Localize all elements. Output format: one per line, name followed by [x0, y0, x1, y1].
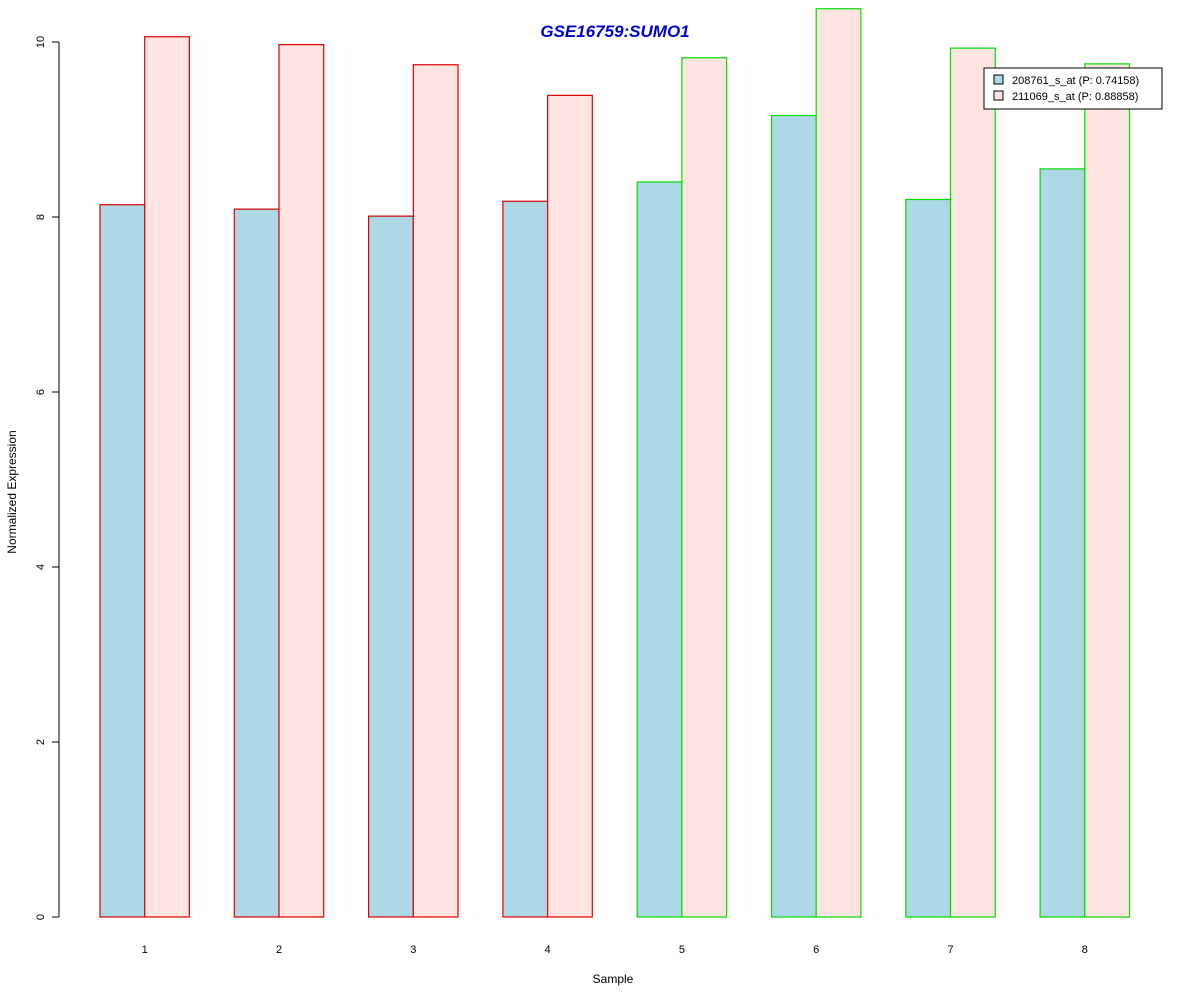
bar-sample-6-series-2 [815, 8, 862, 918]
bar-sample-4-series-2 [546, 94, 593, 918]
bar-sample-7-series-2 [949, 47, 996, 918]
y-tick-label: 4 [35, 564, 47, 570]
x-tick-label-8: 8 [1082, 944, 1088, 956]
y-tick-label: 8 [35, 214, 47, 220]
y-axis: 0 2 4 6 8 10 [35, 36, 60, 920]
bar-sample-8-series-2 [1084, 63, 1131, 918]
legend-label-series-2: 211069_s_at (P: 0.88858) [1012, 91, 1138, 103]
y-tick-label: 10 [35, 36, 47, 48]
x-tick-label-7: 7 [947, 944, 953, 956]
legend-box [983, 67, 1163, 110]
y-tick-label: 0 [35, 914, 47, 920]
legend-swatch-series-1 [993, 74, 1004, 85]
x-tick-label-1: 1 [142, 944, 148, 956]
bar-sample-7-series-1 [905, 198, 952, 918]
bar-sample-6-series-1 [770, 114, 817, 918]
bar-sample-1-series-2 [144, 36, 190, 918]
legend-label-series-1: 208761_s_at (P: 0.74158) [1012, 75, 1139, 87]
x-axis-label: Sample [593, 972, 634, 986]
x-tick-label-2: 2 [276, 944, 282, 956]
x-axis: 1 2 3 4 5 6 7 8 [142, 944, 1088, 956]
legend: 208761_s_at (P: 0.74158) 211069_s_at (P:… [983, 67, 1163, 110]
bar-sample-5-series-1 [636, 181, 683, 918]
x-tick-label-6: 6 [813, 944, 819, 956]
bar-sample-5-series-2 [681, 57, 728, 918]
bar-sample-2-series-2 [278, 44, 325, 918]
y-axis-label: Normalized Expression [5, 430, 19, 553]
y-tick-label: 6 [35, 389, 47, 395]
bar-sample-1-series-1 [99, 204, 146, 918]
bar-sample-3-series-1 [368, 215, 414, 918]
bar-sample-8-series-1 [1039, 168, 1086, 918]
chart-title: GSE16759:SUMO1 [540, 22, 689, 41]
y-tick-label: 2 [35, 739, 47, 745]
legend-swatch-series-2 [993, 90, 1004, 101]
x-tick-label-3: 3 [410, 944, 416, 956]
bars [99, 8, 1131, 918]
x-tick-label-4: 4 [545, 944, 551, 956]
bar-sample-2-series-1 [233, 208, 280, 918]
bar-sample-4-series-1 [502, 200, 549, 918]
bar-sample-3-series-2 [412, 64, 459, 918]
x-tick-label-5: 5 [679, 944, 685, 956]
